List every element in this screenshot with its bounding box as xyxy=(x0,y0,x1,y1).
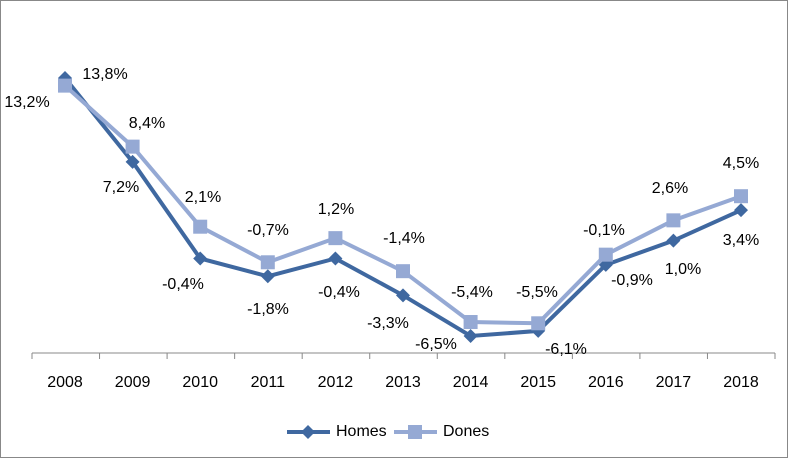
legend-marker xyxy=(301,425,315,439)
data-label: 3,4% xyxy=(723,232,759,249)
point xyxy=(666,213,681,228)
x-tick-label: 2013 xyxy=(385,374,421,391)
data-label: 2,6% xyxy=(652,180,688,197)
data-label: -0,7% xyxy=(247,222,289,239)
x-tick-label: 2014 xyxy=(453,374,489,391)
point xyxy=(125,139,140,154)
point xyxy=(463,329,478,343)
point xyxy=(396,288,410,303)
data-label: 1,0% xyxy=(665,261,701,278)
x-tick-label: 2012 xyxy=(318,374,354,391)
point xyxy=(328,251,343,266)
point xyxy=(328,231,343,246)
data-label: -0,9% xyxy=(611,272,653,289)
data-label: -3,3% xyxy=(367,315,409,332)
data-label: 4,5% xyxy=(723,155,759,172)
point xyxy=(193,251,208,266)
x-tick-label: 2008 xyxy=(47,374,83,391)
point xyxy=(58,78,72,93)
point xyxy=(125,154,140,169)
x-tick-label: 2015 xyxy=(520,374,556,391)
point xyxy=(260,255,275,270)
x-tick-label: 2018 xyxy=(723,374,759,391)
data-label: 8,4% xyxy=(129,115,165,132)
point xyxy=(666,233,681,248)
data-label: -5,4% xyxy=(451,284,493,301)
data-label: 13,2% xyxy=(4,94,49,111)
data-label: 13,8% xyxy=(82,66,127,83)
legend-marker xyxy=(408,425,422,439)
data-label: -6,5% xyxy=(415,336,457,353)
x-tick-label: 2016 xyxy=(588,374,624,391)
data-label: 7,2% xyxy=(103,179,139,196)
data-label: 2,1% xyxy=(185,189,221,206)
x-tick-label: 2017 xyxy=(656,374,692,391)
data-label: -0,4% xyxy=(318,284,360,301)
point xyxy=(396,264,410,279)
x-tick-label: 2011 xyxy=(251,374,286,391)
data-label: -0,4% xyxy=(162,276,204,293)
point xyxy=(734,203,748,218)
data-label: -6,1% xyxy=(545,341,587,358)
data-label: -1,8% xyxy=(247,301,289,318)
point xyxy=(734,189,748,204)
data-label: -5,5% xyxy=(516,284,558,301)
point xyxy=(598,247,613,262)
data-label: -0,1% xyxy=(583,222,625,239)
point xyxy=(463,315,478,330)
point xyxy=(193,219,208,234)
x-tick-label: 2009 xyxy=(115,374,151,391)
point xyxy=(260,269,275,284)
data-label: 1,2% xyxy=(318,201,354,218)
data-label: -1,4% xyxy=(383,230,425,247)
x-tick-label: 2010 xyxy=(182,374,218,391)
legend-label: Dones xyxy=(443,423,489,440)
point xyxy=(531,316,546,331)
legend-label: Homes xyxy=(336,423,387,440)
